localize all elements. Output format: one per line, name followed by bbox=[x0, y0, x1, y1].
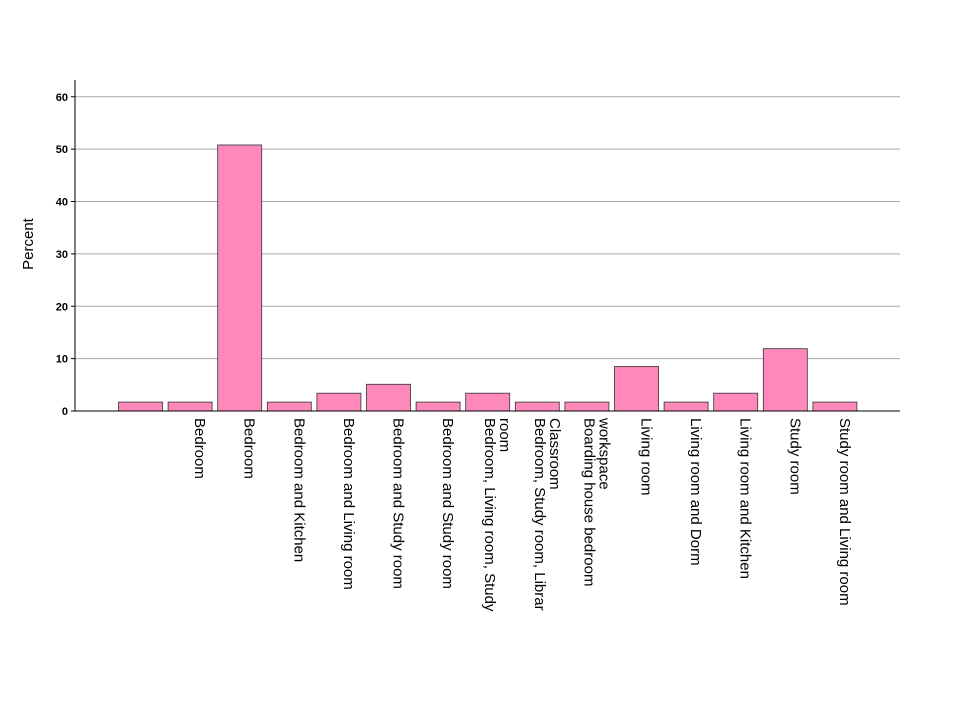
y-tick-label: 50 bbox=[56, 144, 68, 156]
x-tick-label: Bedroom and Study room bbox=[390, 418, 407, 589]
bar bbox=[167, 401, 213, 412]
x-tick-label: Living room and Kitchen bbox=[737, 418, 754, 579]
bars bbox=[118, 144, 858, 412]
y-axis-label: Percent bbox=[20, 217, 37, 270]
x-tick-label-line: Bedroom bbox=[191, 418, 208, 479]
x-tick-label-line: Study room and Living room bbox=[836, 418, 853, 606]
x-tick-label: Bedroom bbox=[241, 418, 258, 479]
y-tick-label: 40 bbox=[56, 197, 68, 209]
bar bbox=[316, 392, 362, 412]
x-tick-label-line: Living room and Kitchen bbox=[737, 418, 754, 579]
x-tick-label: Bedroom and Study room bbox=[439, 418, 456, 589]
x-tick-label-line: Bedroom and Kitchen bbox=[290, 418, 307, 562]
y-tick-label: 20 bbox=[56, 301, 68, 313]
y-tick-label: 10 bbox=[56, 354, 68, 366]
y-tick-label: 60 bbox=[56, 92, 68, 104]
x-tick-label: Study room bbox=[786, 418, 803, 495]
bar bbox=[663, 401, 709, 412]
y-tick-label: 30 bbox=[56, 249, 68, 261]
x-tick-label-line: Bedroom, Living room, Study bbox=[481, 418, 498, 612]
gridlines bbox=[75, 96, 900, 360]
x-tick-label-line: Bedroom bbox=[241, 418, 258, 479]
x-tick-label-line: Living room and Dorm bbox=[687, 418, 704, 566]
bar bbox=[564, 401, 610, 412]
x-tick-label: Bedroom and Kitchen bbox=[290, 418, 307, 562]
x-tick-label: Study room and Living room bbox=[836, 418, 853, 606]
x-tick-label: Living room bbox=[638, 418, 655, 496]
bar bbox=[118, 401, 163, 412]
x-tick-label-line: Boarding house bedroom bbox=[580, 418, 597, 586]
bar bbox=[217, 144, 263, 412]
x-tick-label-line: room bbox=[496, 418, 513, 452]
x-tick-label-line: Bedroom, Study room, Librar bbox=[531, 418, 548, 611]
x-tick-label-line: Living room bbox=[638, 418, 655, 496]
bar bbox=[614, 366, 659, 412]
x-tick-label-line: Bedroom and Study room bbox=[439, 418, 456, 589]
y-tick-label: 0 bbox=[62, 406, 68, 418]
x-tick-label: Bedroom bbox=[191, 418, 208, 479]
x-tick-label: Bedroom and Living room bbox=[340, 418, 357, 590]
bar bbox=[762, 348, 808, 412]
bar bbox=[812, 401, 858, 412]
x-tick-label-line: Bedroom and Living room bbox=[340, 418, 357, 590]
bar bbox=[713, 392, 759, 412]
x-tick-label-line: Bedroom and Study room bbox=[390, 418, 407, 589]
bar bbox=[514, 401, 560, 412]
x-tick-label-line: workspace bbox=[595, 417, 612, 490]
bar bbox=[415, 401, 461, 412]
bar bbox=[366, 383, 411, 412]
y-tick-labels: 0 10 20 30 40 50 60 bbox=[56, 92, 75, 418]
bar bbox=[465, 392, 511, 412]
x-tick-label-line: Study room bbox=[786, 418, 803, 495]
x-tick-label-line: Classroom bbox=[546, 418, 563, 490]
x-tick-labels: Bedroom Bedroom Bedroom and Kitchen Bedroom… bbox=[191, 417, 853, 612]
bar bbox=[266, 401, 312, 412]
x-tick-label: Living room and Dorm bbox=[687, 418, 704, 566]
